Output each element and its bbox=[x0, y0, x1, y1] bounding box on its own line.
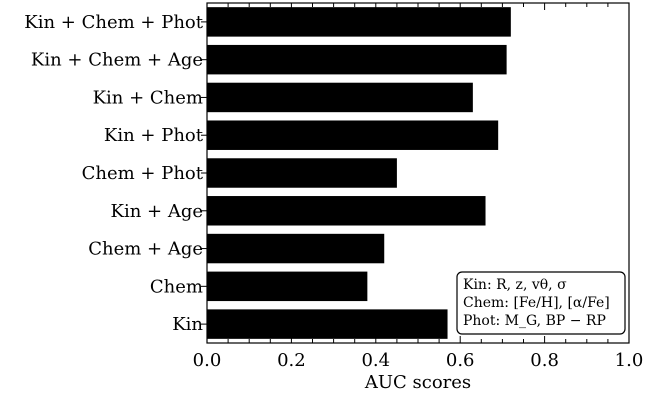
legend-phot: Phot: M_G, BP − RP bbox=[463, 313, 606, 329]
bar-6 bbox=[207, 233, 385, 264]
bar-5 bbox=[207, 196, 486, 226]
bar-2 bbox=[207, 82, 473, 113]
x-tick-label-0: 0.0 bbox=[193, 350, 222, 371]
x-tick-label-1: 0.2 bbox=[277, 350, 306, 371]
x-axis-label: AUC scores bbox=[364, 372, 471, 393]
category-label-0: Kin + Chem + Phot bbox=[24, 12, 203, 33]
bar-1 bbox=[207, 44, 507, 75]
legend-kin: Kin: R, z, vθ, σ bbox=[463, 277, 567, 293]
category-label-5: Kin + Age bbox=[111, 201, 204, 222]
bar-7 bbox=[207, 271, 368, 302]
x-tick-label-5: 1.0 bbox=[615, 350, 644, 371]
x-ticks: 0.0 0.2 0.4 0.6 0.8 1.0 bbox=[193, 3, 644, 371]
category-label-3: Kin + Phot bbox=[104, 125, 204, 146]
bar-8 bbox=[207, 309, 448, 339]
x-tick-label-3: 0.6 bbox=[446, 350, 475, 371]
x-tick-label-2: 0.4 bbox=[361, 350, 390, 371]
legend-box: Kin: R, z, vθ, σ Chem: [Fe/H], [α/Fe] Ph… bbox=[456, 271, 626, 335]
category-label-7: Chem bbox=[150, 276, 203, 297]
plot-frame bbox=[206, 2, 630, 344]
bar-3 bbox=[207, 120, 499, 150]
x-tick-label-4: 0.8 bbox=[530, 350, 559, 371]
category-label-1: Kin + Chem + Age bbox=[31, 50, 203, 71]
category-labels: Kin + Chem + Phot Kin + Chem + Age Kin + C… bbox=[24, 12, 203, 335]
bar-4 bbox=[207, 158, 397, 188]
category-label-2: Kin + Chem bbox=[93, 87, 203, 108]
category-label-8: Kin bbox=[172, 314, 203, 335]
legend-chem: Chem: [Fe/H], [α/Fe] bbox=[463, 295, 610, 311]
bar-0 bbox=[207, 7, 511, 37]
bars-group bbox=[207, 7, 511, 339]
category-label-4: Chem + Phot bbox=[82, 163, 204, 184]
category-label-6: Chem + Age bbox=[88, 239, 203, 260]
